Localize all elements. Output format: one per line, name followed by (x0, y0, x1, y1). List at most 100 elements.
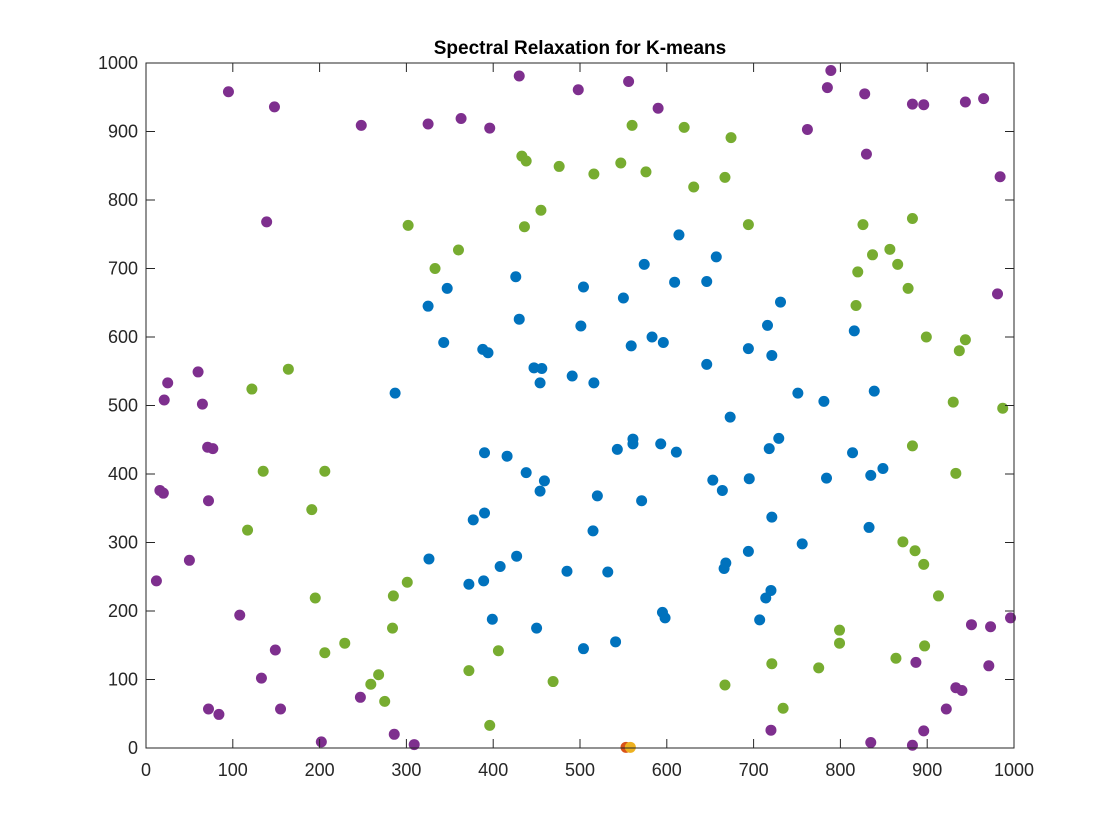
data-point (162, 377, 174, 389)
data-point (860, 148, 872, 160)
data-point (918, 725, 930, 737)
data-point (763, 443, 775, 455)
data-point (157, 487, 169, 499)
data-point (282, 363, 294, 375)
data-point (534, 377, 546, 389)
data-points (150, 65, 1017, 753)
data-point (255, 672, 267, 684)
data-point (765, 584, 777, 596)
data-point (897, 536, 909, 548)
data-point (463, 578, 475, 590)
data-point (319, 465, 331, 477)
data-point (940, 703, 952, 715)
data-point (983, 660, 995, 672)
data-point (701, 358, 713, 370)
data-point (834, 624, 846, 636)
data-point (591, 490, 603, 502)
data-point (438, 336, 450, 348)
data-point (670, 446, 682, 458)
data-point (479, 447, 491, 459)
data-point (388, 728, 400, 740)
y-tick-label: 900 (108, 122, 138, 142)
data-point (834, 637, 846, 649)
data-point (627, 438, 639, 450)
data-point (638, 258, 650, 270)
data-point (765, 724, 777, 736)
data-point (486, 613, 498, 625)
data-point (1005, 612, 1017, 624)
data-point (850, 299, 862, 311)
data-point (710, 251, 722, 263)
data-point (766, 349, 778, 361)
data-point (261, 216, 273, 228)
y-tick-label: 300 (108, 533, 138, 553)
data-point (207, 443, 219, 455)
data-point (213, 708, 225, 720)
x-tick-label: 0 (141, 760, 151, 780)
data-point (920, 331, 932, 343)
data-point (865, 737, 877, 749)
y-tick-label: 600 (108, 327, 138, 347)
x-tick-label: 1000 (994, 760, 1034, 780)
data-point (494, 560, 506, 572)
data-point (602, 566, 614, 578)
data-point (315, 736, 327, 748)
data-point (719, 679, 731, 691)
data-point (813, 662, 825, 674)
data-point (531, 622, 543, 634)
data-point (725, 132, 737, 144)
data-point (801, 123, 813, 135)
data-point (867, 249, 879, 261)
data-point (742, 219, 754, 231)
data-point (965, 619, 977, 631)
data-point (678, 121, 690, 133)
data-point (275, 703, 287, 715)
data-point (707, 474, 719, 486)
x-axis-ticks: 0 100 200 300 400 500 600 700 800 900 1000 (141, 63, 1034, 780)
data-point (355, 119, 367, 131)
data-point (953, 345, 965, 357)
y-tick-label: 700 (108, 259, 138, 279)
data-point (150, 575, 162, 587)
x-tick-label: 800 (825, 760, 855, 780)
data-point (742, 545, 754, 557)
data-point (657, 336, 669, 348)
data-point (950, 467, 962, 479)
series-1 (389, 229, 889, 655)
data-point (652, 102, 664, 114)
data-point (716, 484, 728, 496)
data-point (611, 443, 623, 455)
y-axis-ticks: 0 100 200 300 400 500 600 700 800 900 1000 (98, 53, 1014, 758)
data-point (859, 88, 871, 100)
data-point (422, 300, 434, 312)
data-point (906, 440, 918, 452)
data-point (615, 157, 627, 169)
data-point (222, 86, 234, 98)
data-point (513, 313, 525, 325)
data-point (547, 676, 559, 688)
data-point (379, 695, 391, 707)
data-point (575, 320, 587, 332)
data-point (158, 394, 170, 406)
data-point (319, 647, 331, 659)
data-point (857, 219, 869, 231)
data-point (848, 325, 860, 337)
data-point (339, 637, 351, 649)
data-point (423, 553, 435, 565)
data-point (408, 739, 420, 751)
data-point (588, 377, 600, 389)
data-point (242, 524, 254, 536)
data-point (422, 118, 434, 130)
x-tick-label: 900 (912, 760, 942, 780)
data-point (646, 331, 658, 343)
data-point (992, 288, 1004, 300)
data-point (518, 221, 530, 233)
data-point (688, 181, 700, 193)
data-point (978, 93, 990, 105)
data-point (623, 75, 635, 87)
x-tick-label: 200 (305, 760, 335, 780)
data-point (906, 212, 918, 224)
data-point (202, 495, 214, 507)
data-point (501, 450, 513, 462)
data-point (985, 621, 997, 633)
